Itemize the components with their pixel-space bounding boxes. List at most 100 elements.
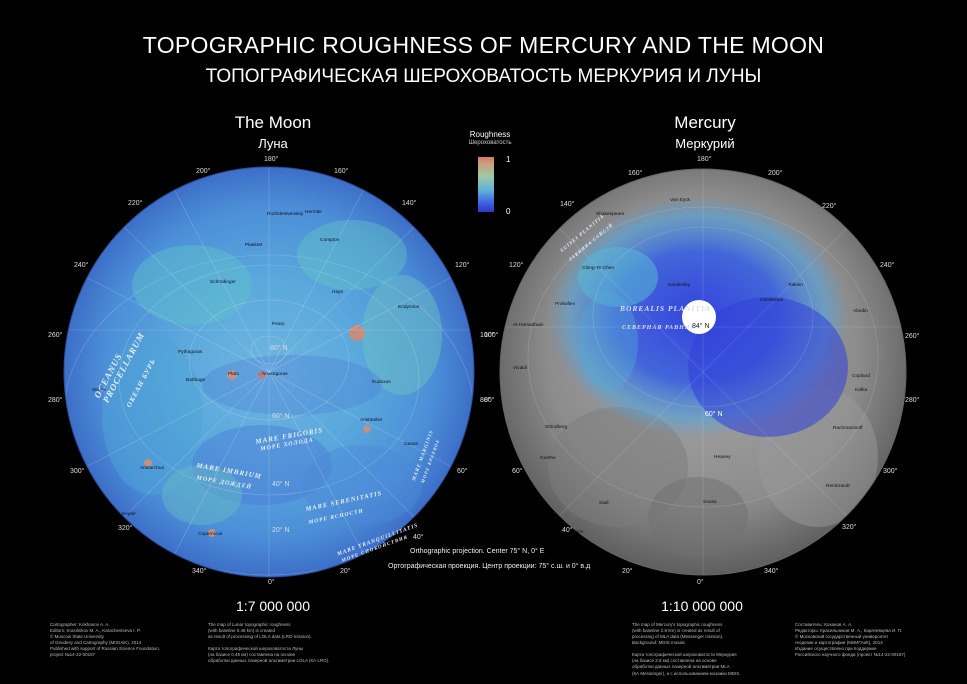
moon-credits-left: Cartographer: Kokhanov A. A. Editors: Kr… <box>50 622 161 658</box>
moon-longitude-label: 220° <box>128 200 143 207</box>
mercury-longitude-label: 180° <box>697 156 712 163</box>
mercury-longitude-label: 60° <box>512 468 523 475</box>
moon-heading: The Moon Луна <box>173 113 373 151</box>
moon-crater-label: Anaxagoras <box>262 372 288 377</box>
moon-crater-label: Rozhdestvenskiy <box>267 212 304 217</box>
moon-longitude-label: 160° <box>334 168 349 175</box>
moon-latitude-label: 20° N <box>272 527 290 534</box>
mercury-crater-label: Prokofiev <box>555 302 575 307</box>
moon-name-en: The Moon <box>234 113 312 132</box>
mercury-region-borealis-ru: СЕВЕРНАЯ РАВНИНА <box>622 325 702 331</box>
moon-scale: 1:7 000 000 <box>236 598 310 614</box>
mercury-latitude-label: 60° N <box>705 411 723 418</box>
moon-crater-label: Eudoxus <box>372 380 391 385</box>
moon-longitude-label: 320° <box>118 525 133 532</box>
moon-crater-label: Schrödinger <box>210 280 236 285</box>
projection-note-ru: Ортографическая проекция. Центр проекции… <box>388 563 591 570</box>
mercury-longitude-label: 100° <box>484 332 499 339</box>
legend-max: 1 <box>506 155 511 164</box>
mercury-longitude-label: 280° <box>905 397 920 404</box>
moon-longitude-label: 0° <box>268 579 275 586</box>
moon-credits-right: The map of Lunar topographic roughness (… <box>208 622 330 664</box>
moon-globe <box>63 166 475 578</box>
moon-crater-label: Babbage <box>186 378 206 383</box>
moon-crater-label: Peary <box>272 322 285 327</box>
mercury-globe <box>499 168 907 576</box>
moon-latitude-label: 40° N <box>272 481 290 488</box>
moon-crater-label: Kepler <box>122 512 136 517</box>
moon-longitude-label: 40° <box>413 534 424 541</box>
moon-crater-label: Gauss <box>404 442 418 447</box>
mercury-name-en: Mercury <box>674 113 736 132</box>
moon-name-ru: Луна <box>258 136 288 151</box>
moon-longitude-label: 260° <box>48 332 63 339</box>
moon-longitude-label: 80° <box>480 397 491 404</box>
mercury-crater-label: Goethe <box>540 456 556 461</box>
moon-latitude-label: 60° N <box>272 413 290 420</box>
map-title: TOPOGRAPHIC ROUGHNESS OF MERCURY AND THE… <box>142 32 825 58</box>
mercury-pole-gap <box>682 300 716 334</box>
mercury-crater-label: Ching-Te Chen <box>582 266 614 271</box>
mercury-crater-label: Kafka <box>855 388 868 393</box>
moon-crater-label: Hayn <box>332 290 344 295</box>
legend-title-ru: Шероховатость <box>468 140 512 146</box>
mercury-longitude-label: 80° <box>484 397 495 404</box>
moon-longitude-label: 280° <box>48 397 63 404</box>
mercury-longitude-label: 340° <box>764 568 779 575</box>
mercury-crater-label: Copland <box>852 374 870 379</box>
mercury-crater-label: Strindberg <box>545 425 568 430</box>
moon-crater-label: Copernicus <box>198 532 223 537</box>
mercury-longitude-label: 120° <box>509 262 524 269</box>
mercury-crater-label: Van Eyck <box>670 198 690 203</box>
mercury-credits-left: The map of Mercury's topographic roughne… <box>632 622 741 676</box>
mercury-longitude-label: 320° <box>842 524 857 531</box>
mercury-crater-label: Kandinsky <box>668 283 691 288</box>
mercury-crater-label: Shakespeare <box>596 212 625 217</box>
roughness-legend: Roughness Шероховатость <box>445 130 535 146</box>
moon-crater-label: Endymion <box>398 305 420 310</box>
mercury-longitude-label: 0° <box>697 579 704 586</box>
legend-color-bar <box>478 157 494 212</box>
moon-latitude-label: 80° N <box>270 345 288 352</box>
moon-longitude-label: 180° <box>264 156 279 163</box>
legend-title-en: Roughness <box>469 130 511 139</box>
moon-longitude-label: 20° <box>340 568 351 575</box>
moon-crater-label: Hermite <box>305 210 322 215</box>
moon-longitude-label: 240° <box>74 262 89 269</box>
mercury-longitude-label: 300° <box>883 468 898 475</box>
mercury-crater-label: Abedin <box>853 309 868 314</box>
projection-note-en: Orthographic projection. Center 75° N, 0… <box>410 548 545 555</box>
moon-longitude-label: 120° <box>455 262 470 269</box>
mercury-longitude-label: 140° <box>560 201 575 208</box>
mercury-longitude-label: 240° <box>880 262 895 269</box>
moon-crater-label: Plato <box>228 372 239 377</box>
mercury-crater-label: Chesterton <box>760 298 784 303</box>
moon-crater-label: Compton <box>320 238 340 243</box>
mercury-longitude-label: 20° <box>622 568 633 575</box>
moon-longitude-label: 60° <box>457 468 468 475</box>
mercury-longitude-label: 160° <box>628 170 643 177</box>
moon-longitude-label: 200° <box>196 168 211 175</box>
moon-longitude-label: 100° <box>480 332 495 339</box>
mercury-credits-right: Составитель: Коханов А. А. Редакторы: Кр… <box>795 622 906 658</box>
moon-crater-label: Aristarchus <box>140 466 164 471</box>
moon-longitude-label: 340° <box>192 568 207 575</box>
mercury-longitude-label: 200° <box>768 170 783 177</box>
legend-min: 0 <box>506 207 511 216</box>
moon-crater-label: Struve <box>92 388 106 393</box>
moon-texture <box>64 167 474 577</box>
moon-longitude-label: 300° <box>70 468 85 475</box>
mercury-crater-label: Rachmaninoff <box>833 426 863 431</box>
mercury-latitude-label: 84° N <box>692 323 710 330</box>
mercury-crater-label: Al-Hamadhani <box>513 323 544 328</box>
mercury-crater-label: Vivaldi <box>513 366 528 371</box>
moon-crater-label: Aristoteles <box>360 418 383 423</box>
moon-crater-label: Plaskett <box>245 243 263 248</box>
map-subtitle: ТОПОГРАФИЧЕСКАЯ ШЕРОХОВАТОСТЬ МЕРКУРИЯ И… <box>205 66 762 87</box>
mercury-crater-label: Tolkien <box>788 283 803 288</box>
mercury-scale: 1:10 000 000 <box>661 598 743 614</box>
mercury-longitude-label: 40° <box>562 527 573 534</box>
mercury-region-borealis-en: BOREALIS PLANITIA <box>620 304 711 313</box>
mercury-longitude-label: 220° <box>822 203 837 210</box>
mercury-crater-label: Sadi <box>599 501 609 506</box>
